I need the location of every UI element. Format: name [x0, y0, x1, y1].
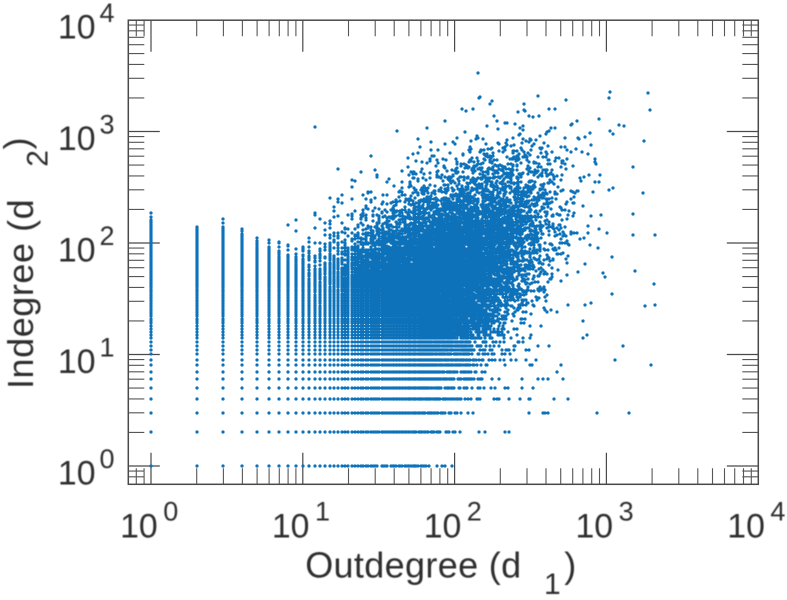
svg-text:1: 1 [315, 497, 330, 527]
svg-text:10: 10 [576, 508, 614, 546]
svg-text:10: 10 [272, 508, 310, 546]
svg-text:2: 2 [22, 150, 55, 167]
svg-text:10: 10 [58, 120, 96, 158]
svg-text:2: 2 [467, 497, 482, 527]
svg-text:0: 0 [100, 444, 115, 474]
svg-text:10: 10 [727, 508, 765, 546]
svg-text:10: 10 [58, 455, 96, 493]
svg-text:Indegree (d: Indegree (d [0, 199, 41, 389]
svg-text:1: 1 [544, 568, 561, 600]
svg-text:4: 4 [770, 497, 785, 527]
svg-text:2: 2 [100, 221, 115, 251]
svg-text:0: 0 [163, 497, 178, 527]
svg-text:10: 10 [120, 508, 158, 546]
svg-text:1: 1 [100, 333, 115, 363]
svg-text:10: 10 [424, 508, 462, 546]
svg-text:10: 10 [58, 9, 96, 47]
svg-text:4: 4 [100, 0, 115, 28]
svg-text:): ) [564, 545, 576, 586]
svg-text:3: 3 [619, 497, 634, 527]
svg-text:10: 10 [58, 343, 96, 381]
svg-text:): ) [0, 138, 37, 150]
svg-text:Outdegree (d: Outdegree (d [305, 545, 521, 586]
svg-text:10: 10 [58, 232, 96, 270]
svg-text:3: 3 [100, 110, 115, 140]
